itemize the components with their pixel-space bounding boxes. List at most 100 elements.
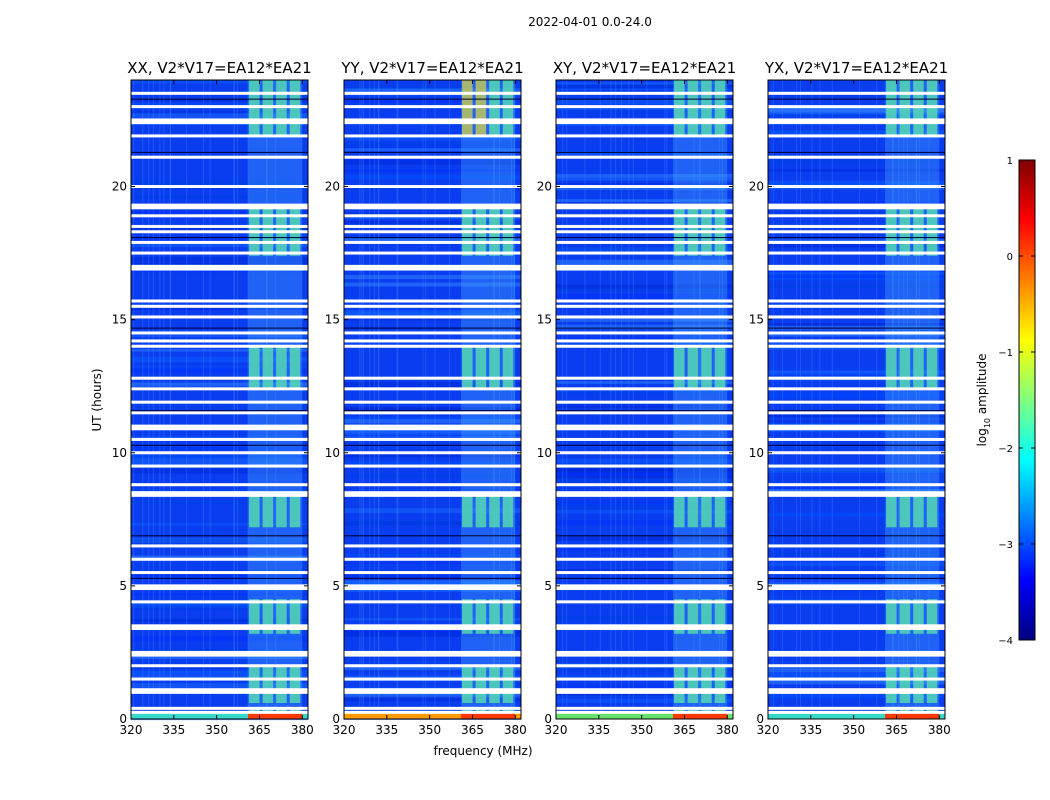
flagged-row	[768, 344, 945, 348]
flagged-row	[768, 464, 945, 468]
flagged-row	[131, 437, 308, 441]
flagged-row	[344, 557, 521, 561]
flagged-row	[131, 91, 308, 95]
flagged-row	[344, 437, 521, 441]
flagged-row	[131, 587, 308, 591]
flagged-row	[131, 339, 308, 343]
noise-column	[675, 80, 677, 719]
noise-column	[369, 80, 371, 719]
panel-4: YX, V2*V17=EA12*EA21 320 335 350 365 380 0 5 10 1…	[749, 59, 951, 737]
noise-row	[556, 389, 733, 394]
noise-column	[811, 80, 813, 719]
flagged-row	[768, 206, 945, 210]
x-tick-label: 320	[120, 723, 143, 737]
rfi-cell	[926, 599, 938, 634]
noise-row	[131, 618, 308, 623]
noise-row	[768, 210, 945, 214]
flagged-row	[344, 267, 521, 271]
noise-column	[892, 80, 894, 719]
noise-row	[344, 416, 521, 419]
flagged-row	[556, 584, 733, 588]
flagged-row	[556, 600, 733, 604]
rfi-cell	[899, 665, 911, 704]
noise-row	[768, 346, 945, 350]
rfi-cell	[475, 346, 487, 389]
flagged-row	[768, 118, 945, 122]
noise-row	[768, 529, 945, 532]
flagged-row	[131, 427, 308, 431]
colorbar-tick-label: −1	[998, 348, 1013, 359]
dark-row	[768, 410, 945, 412]
flagged-row	[768, 706, 945, 710]
flagged-row	[556, 214, 733, 218]
rfi-cell	[276, 665, 287, 704]
rfi-cell	[489, 599, 500, 634]
flagged-row	[768, 437, 945, 441]
colorbar-label: log10 amplitude	[975, 354, 992, 447]
rfi-cell	[913, 492, 924, 528]
noise-column	[159, 80, 161, 719]
noise-column	[493, 80, 495, 719]
y-tick-label: 5	[119, 579, 127, 593]
dark-row	[768, 535, 945, 537]
flagged-row	[556, 427, 733, 431]
noise-row	[131, 228, 308, 231]
noise-column	[610, 80, 612, 719]
flagged-row	[131, 664, 308, 668]
flagged-row	[131, 424, 308, 428]
rfi-cell	[687, 346, 699, 389]
flagged-row	[344, 339, 521, 343]
noise-row	[131, 606, 308, 610]
rfi-cell	[276, 492, 287, 528]
flagged-row	[768, 427, 945, 431]
flagged-row	[556, 304, 733, 308]
rfi-cell	[701, 346, 712, 389]
noise-row	[131, 538, 308, 543]
dark-row	[556, 98, 733, 100]
x-tick-label: 335	[799, 723, 822, 737]
rfi-cell	[886, 665, 897, 704]
y-tick-label: 20	[325, 180, 340, 194]
panel-title: YY, V2*V17=EA12*EA21	[340, 59, 523, 77]
flagged-row	[556, 185, 733, 188]
rfi-cell	[926, 492, 938, 528]
y-tick-label: 0	[332, 712, 340, 726]
colorbar: 10−1−2−3−4 log10 amplitude	[975, 156, 1036, 647]
noise-row	[344, 618, 521, 621]
flagged-row	[768, 224, 945, 228]
flagged-row	[131, 331, 308, 335]
flagged-row	[556, 134, 733, 138]
noise-row	[131, 572, 308, 576]
dark-row	[344, 151, 521, 153]
flagged-row	[131, 224, 308, 228]
noise-row	[131, 575, 308, 579]
flagged-row	[344, 624, 521, 628]
noise-column	[796, 80, 798, 719]
figure-suptitle: 2022-04-01 0.0-24.0	[528, 15, 652, 29]
flagged-row	[556, 224, 733, 228]
flagged-row	[768, 339, 945, 343]
flagged-row	[768, 710, 945, 714]
rfi-cell	[701, 492, 712, 528]
rfi-cell	[276, 599, 287, 634]
rfi-cell	[913, 599, 924, 634]
noise-row	[344, 156, 521, 161]
flagged-row	[768, 664, 945, 668]
rfi-cell	[462, 599, 473, 634]
flagged-row	[556, 451, 733, 455]
flagged-row	[344, 214, 521, 218]
x-tick-label: 335	[162, 723, 185, 737]
noise-row	[768, 551, 945, 557]
y-axis-label: UT (hours)	[90, 368, 104, 431]
noise-column	[378, 80, 380, 719]
x-tick-label: 335	[587, 723, 610, 737]
noise-row	[344, 461, 521, 465]
noise-column	[693, 80, 695, 719]
flagged-row	[344, 105, 521, 109]
colorbar-tick-label: −3	[998, 540, 1013, 551]
flagged-row	[768, 134, 945, 138]
flagged-row	[131, 706, 308, 710]
rfi-cell	[913, 346, 924, 389]
noise-row	[131, 592, 308, 596]
noise-column	[266, 80, 268, 719]
